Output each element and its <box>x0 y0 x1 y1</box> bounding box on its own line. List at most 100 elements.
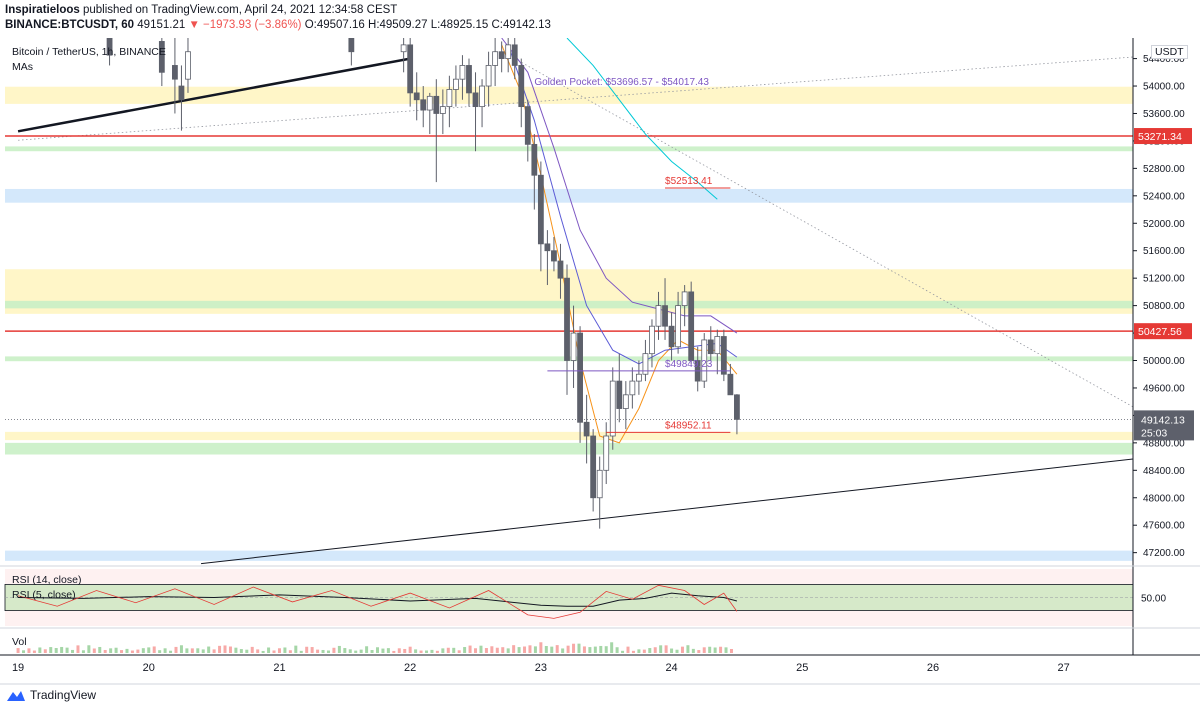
y-tick-label: 53600.00 <box>1143 109 1185 120</box>
candle-down <box>688 291 695 361</box>
candle-down <box>616 380 623 409</box>
x-tick-label: 21 <box>273 662 285 674</box>
author-name: Inspiratieloos <box>5 4 80 16</box>
volume-bar <box>637 649 641 653</box>
x-tick-label: 22 <box>404 662 416 674</box>
trendline <box>17 57 411 133</box>
volume-bar <box>245 649 249 653</box>
candle-up <box>649 325 655 355</box>
volume-bar <box>512 645 516 653</box>
price-change: ▼ −1973.93 (−3.86%) <box>188 19 302 31</box>
volume-bar <box>54 648 58 653</box>
volume-bar <box>147 647 151 653</box>
volume-bar <box>158 650 162 653</box>
volume-bar <box>239 649 243 653</box>
volume-bar <box>234 647 238 653</box>
volume-bar <box>479 645 483 653</box>
volume-bar <box>22 650 26 653</box>
volume-bar <box>288 650 292 653</box>
ohlc-high: H:49509.27 <box>368 19 428 31</box>
volume-bar <box>49 647 53 653</box>
volume-bar <box>713 647 717 653</box>
candle-down <box>348 38 355 53</box>
volume-bar <box>316 649 320 653</box>
volume-bar <box>228 646 232 653</box>
volume-bar <box>664 645 668 653</box>
volume-bar <box>65 647 69 653</box>
zone-yellow <box>5 86 1133 104</box>
volume-bar <box>267 647 271 653</box>
x-tick-label: 27 <box>1058 662 1070 674</box>
volume-bar <box>691 648 695 653</box>
volume-bar <box>348 649 352 653</box>
volume-bar <box>125 648 129 653</box>
candle-down <box>734 394 740 420</box>
candle-up <box>426 95 433 111</box>
volume-bar <box>648 648 652 653</box>
y-tick-label: 51600.00 <box>1143 246 1185 257</box>
volume-bar <box>218 645 222 653</box>
candle-down <box>551 250 557 262</box>
candle-up <box>596 469 603 499</box>
annotation-label: $49849.23 <box>665 359 713 370</box>
y-tick-label: 52000.00 <box>1143 219 1185 230</box>
volume-bar <box>468 645 472 653</box>
candle-down <box>498 51 505 59</box>
volume-bar <box>588 647 592 653</box>
zone-blue <box>5 550 1133 561</box>
level-price-label: 50427.56 <box>1138 326 1182 338</box>
candle-down <box>433 95 440 114</box>
volume-bar <box>604 646 608 653</box>
zone-green <box>5 442 1133 455</box>
volume-bar <box>490 646 494 653</box>
volume-bar <box>697 650 701 653</box>
volume-bar <box>719 646 723 653</box>
volume-bar <box>675 649 679 653</box>
volume-bar <box>430 649 434 653</box>
volume-bar <box>474 648 478 653</box>
volume-bar <box>729 648 733 653</box>
ohlc-close: C:49142.13 <box>491 19 551 31</box>
volume-bar <box>495 647 499 653</box>
volume-bar <box>615 647 619 653</box>
candle-up <box>453 78 459 90</box>
volume-bar <box>452 647 456 653</box>
moving-average-line <box>501 38 738 334</box>
volume-bar <box>326 650 330 653</box>
candle-up <box>635 373 642 382</box>
candle-down <box>511 44 518 66</box>
volume-bar <box>582 646 586 653</box>
volume-bar <box>370 650 374 653</box>
candle-up <box>609 380 616 437</box>
volume-bar <box>305 646 309 653</box>
volume-bar <box>561 648 565 653</box>
rsi14-line <box>18 592 738 607</box>
y-tick-label: 54400.00 <box>1143 54 1185 65</box>
symbol: BINANCE:BTCUSDT, 60 <box>5 19 135 31</box>
volume-bar <box>621 650 625 653</box>
last-price-tag <box>1134 410 1194 441</box>
candle-down <box>178 85 185 101</box>
ohlc-open: O:49507.16 <box>304 19 365 31</box>
currency-label[interactable]: USDT <box>1151 45 1188 59</box>
zone-green <box>5 146 1133 152</box>
volume-bar <box>365 646 369 653</box>
candle-down <box>106 38 113 56</box>
candle-down <box>466 65 472 94</box>
candle-down <box>531 143 538 176</box>
rsi14-label: RSI (14, close) <box>12 574 82 586</box>
volume-bar <box>544 646 548 653</box>
volume-bar <box>414 649 418 653</box>
volume-bar <box>670 648 674 653</box>
trendline <box>200 458 1133 565</box>
candle-down <box>544 243 551 252</box>
annotation-label: $48952.11 <box>665 420 712 431</box>
level-price-label: 53271.34 <box>1138 131 1182 143</box>
volume-bar <box>310 647 314 653</box>
candle-down <box>727 373 734 396</box>
annotation-label: $52513.41 <box>665 176 713 187</box>
volume-bar <box>593 646 597 653</box>
candle-down <box>518 65 525 108</box>
volume-bar <box>523 646 527 653</box>
